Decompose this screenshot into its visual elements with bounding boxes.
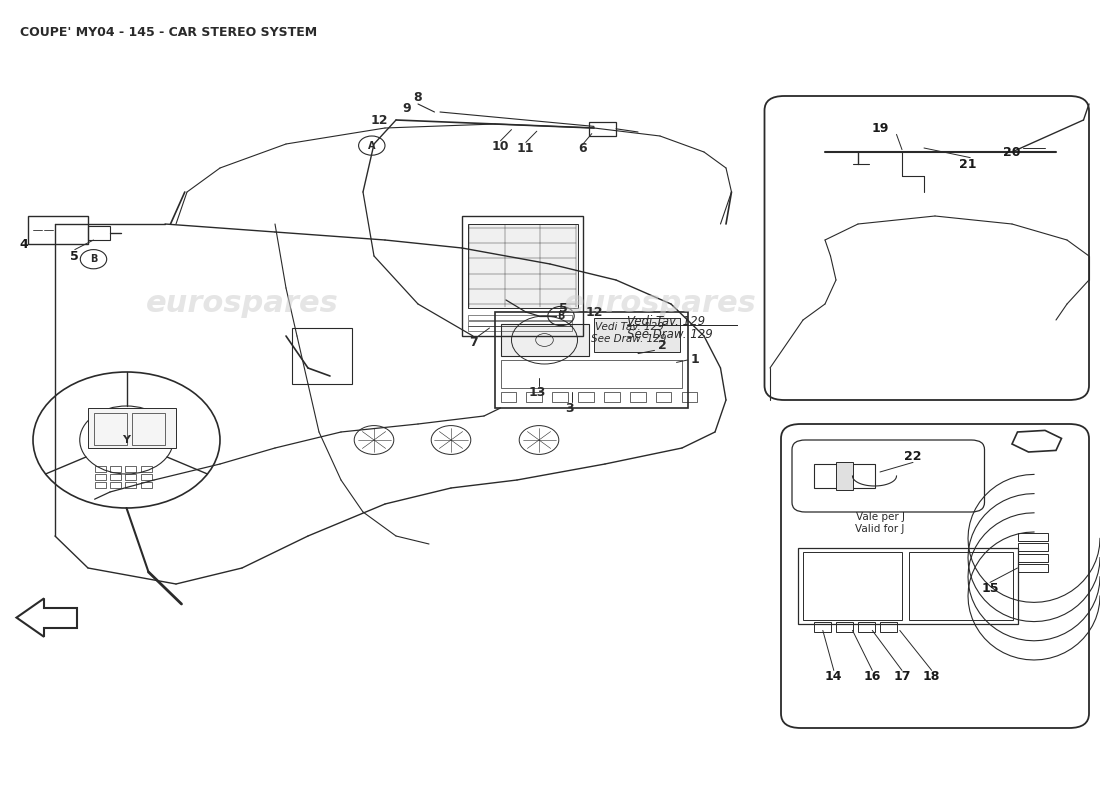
Text: Vedi Tav. 129: Vedi Tav. 129 xyxy=(627,315,705,328)
Bar xyxy=(125,474,136,480)
Bar xyxy=(604,392,619,402)
Bar xyxy=(95,482,106,488)
Text: 1: 1 xyxy=(691,354,700,366)
Text: 20: 20 xyxy=(1003,146,1021,158)
Bar xyxy=(141,474,152,480)
Bar xyxy=(28,216,88,244)
Bar xyxy=(500,360,682,388)
Polygon shape xyxy=(16,598,77,637)
Bar xyxy=(814,622,830,632)
Bar xyxy=(500,392,516,402)
Bar xyxy=(1018,543,1048,551)
Text: eurospares: eurospares xyxy=(145,290,339,318)
Text: 5: 5 xyxy=(559,302,568,314)
Bar xyxy=(500,324,588,356)
Text: 22: 22 xyxy=(904,450,922,462)
Text: See Draw. 129: See Draw. 129 xyxy=(592,334,667,344)
Bar xyxy=(552,392,568,402)
Text: 4: 4 xyxy=(20,238,29,250)
Text: 3: 3 xyxy=(565,402,574,414)
Bar xyxy=(94,413,126,445)
Bar xyxy=(495,312,688,408)
Text: 14: 14 xyxy=(825,670,843,682)
Text: 13: 13 xyxy=(528,386,546,398)
Bar xyxy=(88,408,176,448)
Bar xyxy=(141,482,152,488)
Bar xyxy=(110,474,121,480)
Bar xyxy=(141,466,152,472)
Text: COUPE' MY04 - 145 - CAR STEREO SYSTEM: COUPE' MY04 - 145 - CAR STEREO SYSTEM xyxy=(20,26,317,38)
Text: B: B xyxy=(90,254,97,264)
Text: B: B xyxy=(558,311,564,321)
Bar xyxy=(656,392,671,402)
Bar xyxy=(95,466,106,472)
Text: 19: 19 xyxy=(871,122,889,134)
Bar xyxy=(88,226,110,240)
Bar xyxy=(292,328,352,384)
Bar xyxy=(110,482,121,488)
Text: 18: 18 xyxy=(923,670,940,682)
Text: Vedi Tav. 129: Vedi Tav. 129 xyxy=(595,322,663,331)
Text: 15: 15 xyxy=(981,582,999,594)
Bar xyxy=(468,321,572,326)
Text: 9: 9 xyxy=(403,102,411,115)
Bar xyxy=(798,548,1018,624)
Bar xyxy=(468,224,578,308)
Text: 5: 5 xyxy=(70,250,79,262)
Bar xyxy=(1018,564,1048,572)
Bar xyxy=(880,622,896,632)
Bar xyxy=(132,413,165,445)
Text: See Draw. 129: See Draw. 129 xyxy=(627,328,713,341)
Bar xyxy=(836,622,852,632)
Bar xyxy=(95,474,106,480)
Text: 6: 6 xyxy=(579,142,587,155)
Text: 10: 10 xyxy=(492,140,509,153)
Bar xyxy=(682,392,697,402)
Text: Y: Y xyxy=(122,435,131,445)
Bar xyxy=(1018,554,1048,562)
Text: 17: 17 xyxy=(893,670,911,682)
Bar xyxy=(527,392,542,402)
Bar xyxy=(125,466,136,472)
Bar xyxy=(1018,533,1048,541)
Text: 21: 21 xyxy=(959,158,977,170)
Bar xyxy=(814,464,874,488)
Bar xyxy=(462,216,583,336)
Bar xyxy=(125,482,136,488)
Bar xyxy=(803,552,902,620)
Bar xyxy=(836,462,852,490)
Text: 11: 11 xyxy=(517,142,535,154)
Bar xyxy=(588,122,616,136)
Bar xyxy=(909,552,1013,620)
Text: eurospares: eurospares xyxy=(563,290,757,318)
Bar xyxy=(110,466,121,472)
Bar xyxy=(630,392,646,402)
Text: A: A xyxy=(368,141,375,150)
Text: 16: 16 xyxy=(864,670,881,682)
Text: 12: 12 xyxy=(585,306,603,318)
Text: 12: 12 xyxy=(371,114,388,126)
Bar xyxy=(594,318,680,352)
Text: Valid for J: Valid for J xyxy=(856,524,904,534)
Text: 8: 8 xyxy=(414,91,422,104)
Text: 2: 2 xyxy=(658,339,667,352)
Text: 7: 7 xyxy=(469,336,477,349)
Bar xyxy=(468,326,572,331)
Bar xyxy=(579,392,594,402)
Bar xyxy=(468,315,572,320)
Bar xyxy=(858,622,874,632)
Text: Vale per J: Vale per J xyxy=(856,512,904,522)
